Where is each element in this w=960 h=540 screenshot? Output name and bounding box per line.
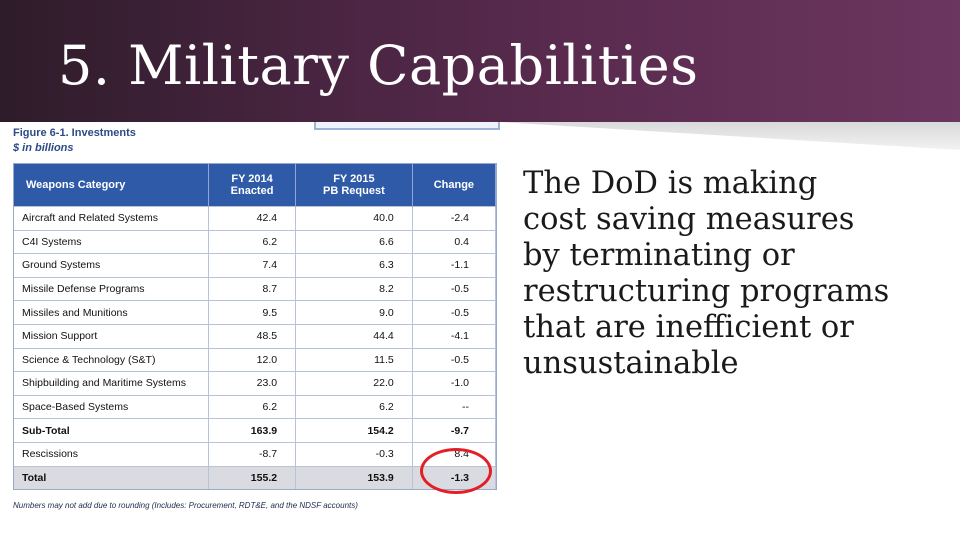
figure-title: Figure 6-1. Investments (13, 127, 136, 139)
row-change: -4.1 (412, 323, 497, 349)
table-header-row: Weapons Category FY 2014 Enacted FY 2015… (14, 164, 497, 207)
row-fy2014: 8.7 (208, 276, 297, 301)
table-row: Aircraft and Related Systems 42.4 40.0 -… (14, 206, 497, 231)
row-change: -0.5 (412, 276, 497, 301)
table-footnote: Numbers may not add due to rounding (Inc… (13, 501, 358, 510)
figure-units: $ in billions (13, 142, 74, 154)
row-fy2015: 8.2 (295, 276, 413, 301)
row-fy2015: 6.3 (295, 253, 413, 278)
decorative-tab (314, 122, 500, 130)
rescissions-label: Rescissions (14, 441, 209, 467)
body-line: The DoD is making (523, 166, 818, 201)
row-category: C4I Systems (14, 229, 209, 254)
row-change: -1.1 (412, 253, 497, 278)
table-row: Ground Systems 7.4 6.3 -1.1 (14, 253, 497, 278)
total-fy2015: 153.9 (295, 465, 413, 490)
body-line: that are inefficient or (523, 310, 854, 345)
total-label: Total (14, 465, 209, 490)
subtotal-fy2014: 163.9 (208, 418, 297, 443)
table-row: Missile Defense Programs 8.7 8.2 -0.5 (14, 276, 497, 301)
row-fy2015: 22.0 (295, 371, 413, 396)
table-row: Missiles and Munitions 9.5 9.0 -0.5 (14, 300, 497, 325)
row-fy2014: 7.4 (208, 253, 297, 278)
row-fy2014: 6.2 (208, 229, 297, 254)
row-change: -2.4 (412, 206, 497, 231)
table-row: Mission Support 48.5 44.4 -4.1 (14, 323, 497, 349)
slide-body-text: The DoD is making cost saving measures b… (523, 166, 953, 382)
subtotal-row: Sub-Total 163.9 154.2 -9.7 (14, 418, 497, 443)
row-fy2015: 11.5 (295, 347, 413, 372)
slide-title: 5. Military Capabilities (58, 34, 699, 97)
header-fy2015: FY 2015 PB Request (295, 164, 413, 207)
row-fy2014: 48.5 (208, 323, 297, 349)
table-row: C4I Systems 6.2 6.6 0.4 (14, 229, 497, 254)
row-change: -1.0 (412, 371, 497, 396)
subtotal-fy2015: 154.2 (295, 418, 413, 443)
rescissions-fy2015: -0.3 (295, 441, 413, 467)
row-fy2014: 12.0 (208, 347, 297, 372)
row-category: Science & Technology (S&T) (14, 347, 209, 372)
figure-caption: Figure 6-1. Investments $ in billions (13, 127, 136, 154)
row-fy2015: 44.4 (295, 323, 413, 349)
header-fy2014: FY 2014 Enacted (208, 164, 297, 207)
row-change: -0.5 (412, 300, 497, 325)
row-fy2014: 42.4 (208, 206, 297, 231)
row-fy2015: 6.6 (295, 229, 413, 254)
body-line: restructuring programs (523, 274, 890, 309)
body-line: by terminating or (523, 238, 795, 273)
table-row: Space-Based Systems 6.2 6.2 -- (14, 394, 497, 419)
row-fy2014: 23.0 (208, 371, 297, 396)
rescissions-fy2014: -8.7 (208, 441, 297, 467)
row-change: -- (412, 394, 497, 419)
row-fy2014: 9.5 (208, 300, 297, 325)
row-change: 0.4 (412, 229, 497, 254)
row-fy2015: 6.2 (295, 394, 413, 419)
row-category: Ground Systems (14, 253, 209, 278)
total-fy2014: 155.2 (208, 465, 297, 490)
row-fy2015: 9.0 (295, 300, 413, 325)
header-change: Change (412, 164, 497, 207)
row-category: Missiles and Munitions (14, 300, 209, 325)
row-category: Space-Based Systems (14, 394, 209, 419)
table-row: Science & Technology (S&T) 12.0 11.5 -0.… (14, 347, 497, 372)
highlight-circle (420, 448, 492, 494)
row-fy2014: 6.2 (208, 394, 297, 419)
body-line: unsustainable (523, 346, 739, 381)
investments-table: Weapons Category FY 2014 Enacted FY 2015… (13, 163, 497, 491)
title-banner: 5. Military Capabilities (0, 0, 960, 122)
row-category: Shipbuilding and Maritime Systems (14, 371, 209, 396)
table-row: Shipbuilding and Maritime Systems 23.0 2… (14, 371, 497, 396)
header-fy2014-year: FY 2014 (231, 173, 273, 185)
body-line: cost saving measures (523, 202, 855, 237)
header-fy2015-label: PB Request (323, 185, 385, 197)
header-fy2014-label: Enacted (230, 185, 274, 197)
header-fy2015-year: FY 2015 (333, 173, 375, 185)
subtotal-label: Sub-Total (14, 418, 209, 443)
row-category: Aircraft and Related Systems (14, 206, 209, 231)
header-weapons-category: Weapons Category (14, 164, 209, 207)
row-category: Mission Support (14, 323, 209, 349)
row-fy2015: 40.0 (295, 206, 413, 231)
row-change: -0.5 (412, 347, 497, 372)
row-category: Missile Defense Programs (14, 276, 209, 301)
subtotal-change: -9.7 (412, 418, 497, 443)
